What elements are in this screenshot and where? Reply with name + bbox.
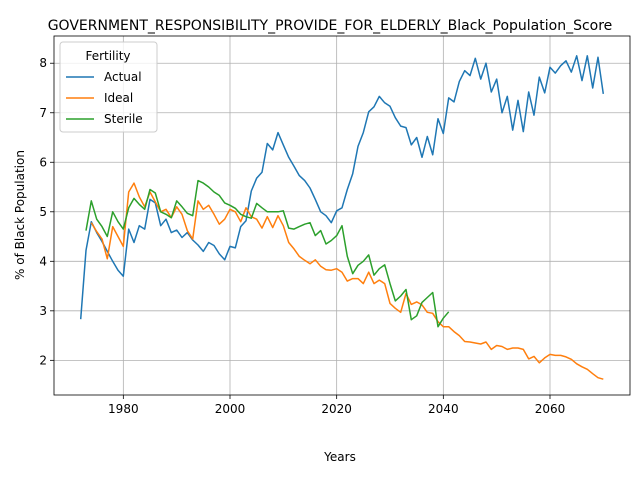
legend: Fertility Actual Ideal Sterile [59, 41, 158, 133]
y-axis-ticks: 2 3 4 5 6 7 8 [39, 56, 54, 367]
y-tick-label: 8 [39, 56, 47, 70]
legend-title: Fertility [85, 49, 130, 63]
y-tick-label: 3 [39, 304, 47, 318]
plot-area-frame [53, 35, 631, 396]
x-tick-label: 2020 [321, 402, 352, 416]
legend-box [59, 41, 158, 133]
legend-label-ideal: Ideal [104, 91, 133, 105]
x-axis-label: Years [323, 450, 356, 464]
legend-label-actual: Actual [104, 70, 142, 84]
y-tick-label: 5 [39, 205, 47, 219]
x-tick-label: 2060 [535, 402, 566, 416]
series-line-actual [79, 55, 605, 320]
y-tick-label: 7 [39, 106, 47, 120]
series-line-ideal [90, 182, 604, 380]
series-lines [79, 55, 605, 380]
y-tick-label: 2 [39, 353, 47, 367]
series-line-sterile [85, 179, 450, 328]
x-axis-ticks: 1980 2000 2020 2040 2060 [108, 395, 565, 416]
legend-label-sterile: Sterile [104, 112, 143, 126]
x-tick-label: 1980 [108, 402, 139, 416]
y-tick-label: 4 [39, 254, 47, 268]
x-tick-label: 2040 [428, 402, 459, 416]
y-axis-label: % of Black Population [13, 150, 27, 280]
y-tick-label: 6 [39, 155, 47, 169]
x-tick-label: 2000 [215, 402, 246, 416]
chart-title: GOVERNMENT_RESPONSIBILITY_PROVIDE_FOR_EL… [48, 18, 613, 34]
